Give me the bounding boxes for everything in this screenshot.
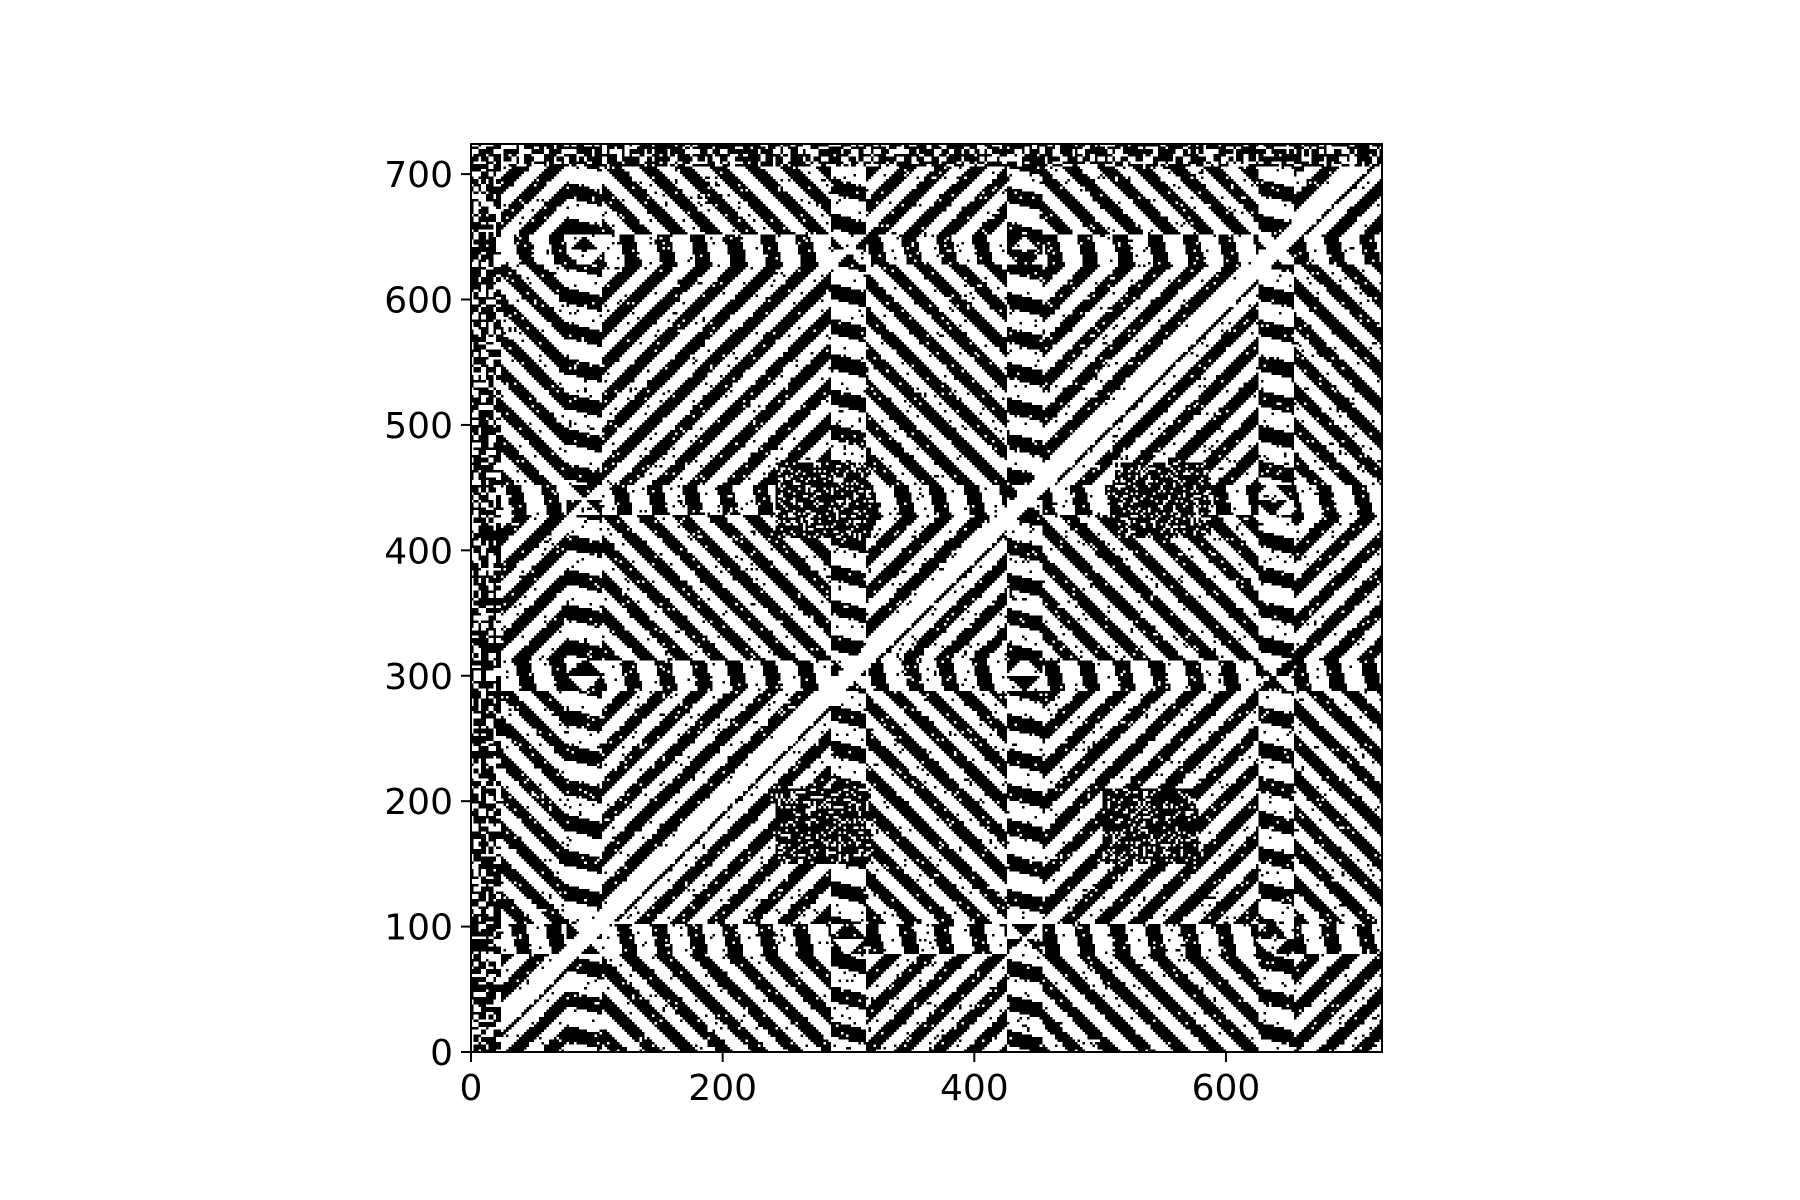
y-tick-label: 700 (384, 155, 453, 196)
x-tick-label: 600 (1192, 1068, 1261, 1109)
plot-frame (470, 143, 1383, 1053)
y-tick-label: 200 (384, 782, 453, 823)
x-axis: 0 200 400 600 (460, 1052, 1261, 1109)
recurrence-matrix (471, 144, 1382, 1052)
x-tick-label: 400 (940, 1068, 1009, 1109)
y-tick-label: 400 (384, 531, 453, 572)
y-axis: 0 100 200 300 400 500 600 700 (384, 155, 471, 1074)
x-tick-label: 200 (688, 1068, 757, 1109)
y-tick-label: 500 (384, 406, 453, 447)
x-tick-label: 0 (460, 1068, 483, 1109)
y-tick-label: 0 (430, 1033, 453, 1074)
y-tick-label: 100 (384, 908, 453, 949)
y-tick-label: 300 (384, 657, 453, 698)
y-tick-label: 600 (384, 281, 453, 322)
plot-area (471, 144, 1382, 1052)
